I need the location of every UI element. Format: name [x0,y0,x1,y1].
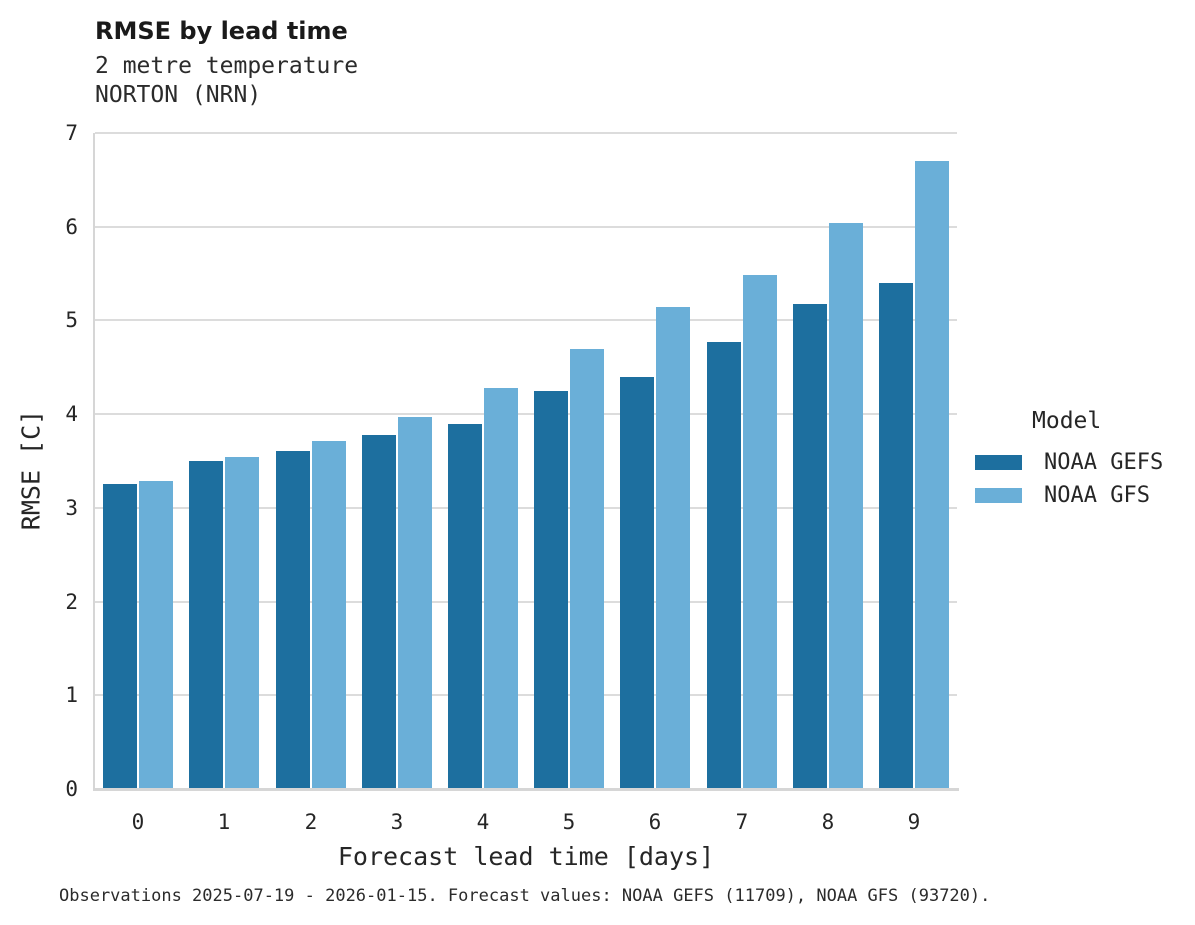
x-tick-label-0: 0 [131,810,145,834]
x-tick-label-9: 9 [907,810,921,834]
y-axis-spine [93,133,95,791]
bar-noaa-gfs-lead-8 [829,223,863,789]
gridline-y-3 [95,506,957,509]
bar-noaa-gefs-lead-6 [620,377,654,789]
x-tick-label-6: 6 [648,810,662,834]
gridline-y-5 [95,319,957,322]
chart-subtitle-variable: 2 metre temperature [95,53,359,79]
bar-noaa-gfs-lead-6 [656,307,690,789]
bar-noaa-gfs-lead-7 [743,275,777,789]
x-tick-label-3: 3 [390,810,404,834]
legend: Model NOAA GEFS NOAA GFS [975,408,1163,512]
legend-entries: NOAA GEFS NOAA GFS [975,446,1163,512]
legend-entry-noaa-gfs: NOAA GFS [975,479,1163,512]
bar-noaa-gfs-lead-1 [225,457,259,789]
bar-noaa-gfs-lead-4 [484,388,518,789]
y-tick-label-2: 2 [65,589,78,614]
x-tick-label-8: 8 [821,810,835,834]
y-axis-title: RMSE [C] [16,409,46,531]
x-tick-label-7: 7 [735,810,749,834]
x-axis-line [93,788,959,791]
x-tick-label-1: 1 [217,810,231,834]
legend-label-noaa-gfs: NOAA GFS [1044,483,1150,508]
legend-title: Model [1032,408,1102,434]
bar-noaa-gfs-lead-5 [570,349,604,789]
bar-noaa-gefs-lead-9 [879,283,913,789]
legend-label-noaa-gefs: NOAA GEFS [1044,450,1164,475]
y-tick-label-6: 6 [65,214,78,239]
bar-noaa-gefs-lead-1 [189,461,223,789]
gridline-y-4 [95,413,957,416]
y-tick-label-3: 3 [65,495,78,520]
bar-noaa-gefs-lead-2 [276,451,310,789]
bar-noaa-gfs-lead-3 [398,417,432,789]
bar-noaa-gefs-lead-8 [793,304,827,789]
bar-noaa-gefs-lead-4 [448,424,482,789]
chart-subtitle-station: NORTON (NRN) [95,82,262,108]
legend-entry-noaa-gefs: NOAA GEFS [975,446,1163,479]
bar-noaa-gfs-lead-9 [915,161,949,789]
chart-title: RMSE by lead time [95,17,348,45]
x-tick-label-4: 4 [476,810,490,834]
gridline-y-6 [95,225,957,228]
bar-noaa-gefs-lead-0 [103,484,137,789]
plot-area [95,132,957,789]
y-tick-label-4: 4 [65,402,78,427]
y-tick-label-5: 5 [65,308,78,333]
caption: Observations 2025-07-19 - 2026-01-15. Fo… [59,886,991,906]
legend-swatch-noaa-gefs [975,455,1022,470]
bar-noaa-gfs-lead-2 [312,441,346,789]
gridline-y-7 [95,132,957,134]
bar-noaa-gefs-lead-3 [362,435,396,789]
legend-swatch-noaa-gfs [975,488,1022,503]
x-tick-label-2: 2 [304,810,318,834]
y-tick-label-1: 1 [65,683,78,708]
gridline-y-1 [95,694,957,697]
x-tick-label-5: 5 [562,810,576,834]
x-axis-title: Forecast lead time [days] [337,842,715,871]
y-tick-label-0: 0 [65,777,78,801]
bar-noaa-gfs-lead-0 [139,481,173,789]
bar-noaa-gefs-lead-7 [707,342,741,789]
y-tick-label-7: 7 [65,121,78,145]
bar-noaa-gefs-lead-5 [534,391,568,789]
gridline-y-2 [95,600,957,603]
